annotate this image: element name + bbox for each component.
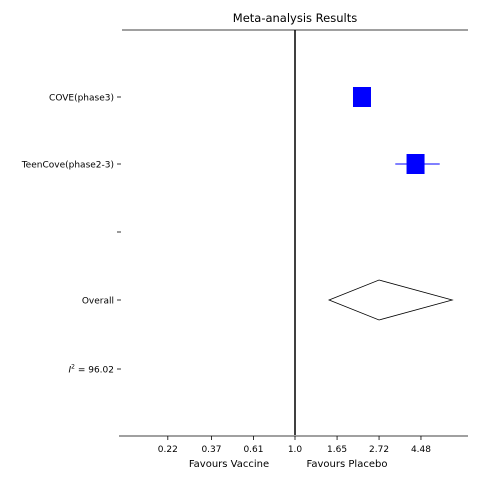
heterogeneity-label: I2 = 96.02 — [68, 364, 114, 376]
plot-area: 0.22 0.37 0.61 1.0 1.65 2.72 4.48 COVE(phase3) T… — [21, 29, 468, 455]
x-tick-label: 0.37 — [201, 445, 221, 455]
overall-diamond — [327, 279, 454, 321]
x-axis-label-left: Favours Vaccine — [189, 459, 269, 470]
y-tick-label: COVE(phase3) — [49, 94, 114, 104]
x-tick-label: 1.65 — [327, 445, 347, 455]
y-tick-label: TeenCove(phase2-3) — [21, 161, 114, 171]
x-axis-label-right: Favours Placebo — [307, 459, 388, 470]
x-tick-label: 1.0 — [288, 445, 303, 455]
study-marker — [406, 154, 425, 174]
x-tick-label: 4.48 — [411, 445, 431, 455]
heterogeneity-symbol: I — [68, 366, 71, 376]
x-tick-label: 0.61 — [243, 445, 263, 455]
y-tick-label: Overall — [82, 297, 114, 307]
x-tick-label: 0.22 — [158, 445, 178, 455]
x-tick-label: 2.72 — [369, 445, 389, 455]
chart-title: Meta-analysis Results — [233, 11, 357, 25]
heterogeneity-superscript: 2 — [71, 364, 75, 371]
study-marker — [352, 87, 371, 107]
heterogeneity-value: = 96.02 — [75, 366, 114, 376]
